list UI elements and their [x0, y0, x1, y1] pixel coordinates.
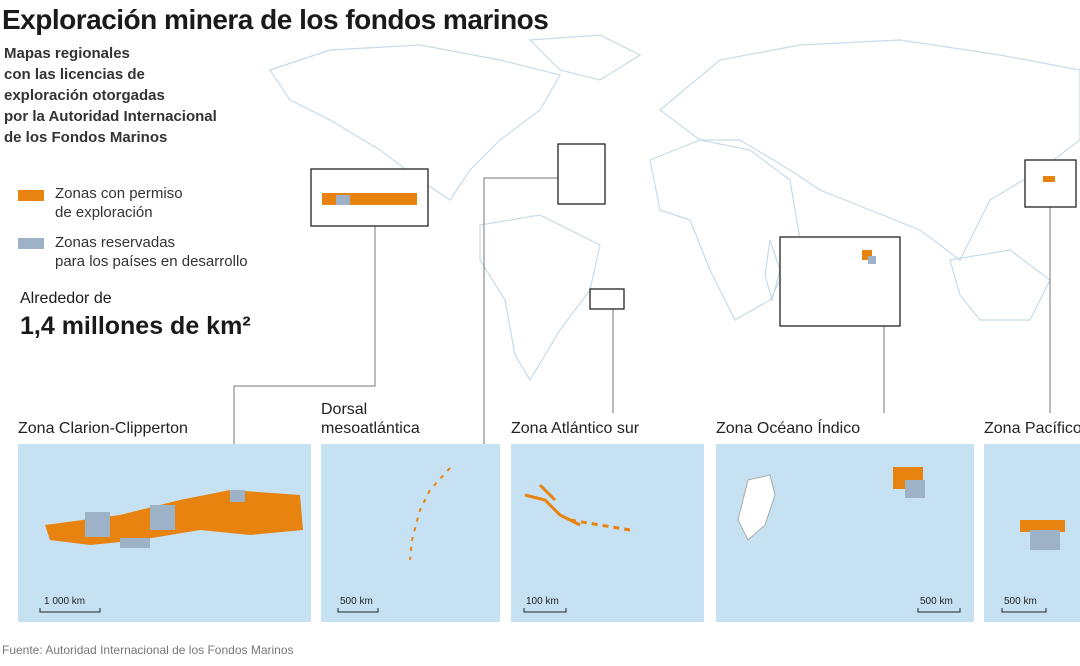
subtitle-line: exploración otorgadas — [4, 87, 165, 104]
subtitle-line: con las licencias de — [4, 66, 145, 83]
panel-name: Zona Atlántico sur — [511, 420, 640, 437]
total-lead: Alrededor de — [20, 290, 112, 307]
subtitle-line: de los Fondos Marinos — [4, 129, 168, 146]
panel-name: Zona Pacífico — [984, 420, 1080, 437]
panel-name: Zona Clarion-Clipperton — [18, 420, 188, 437]
legend-label: Zonas con permiso — [55, 185, 183, 202]
world-map — [269, 34, 1080, 382]
leader-lines — [233, 177, 1051, 444]
legend-swatch — [18, 190, 44, 201]
legend-swatch — [18, 238, 44, 249]
subtitle-line: Mapas regionales — [4, 45, 130, 62]
total-value: 1,4 millones de km² — [20, 312, 251, 340]
scale-bars — [39, 608, 1047, 613]
subtitle-line: por la Autoridad Internacional — [4, 108, 217, 125]
inset-zones — [322, 176, 1055, 264]
panel-name: mesoatlántica — [321, 420, 420, 437]
source: Fuente: Autoridad Internacional de los F… — [2, 643, 294, 657]
panel-zones — [45, 467, 1065, 561]
legend-label: de exploración — [55, 204, 153, 221]
legend-label: Zonas reservadas — [55, 234, 176, 251]
scale-label: 500 km — [1004, 596, 1037, 607]
scale-label: 100 km — [526, 596, 559, 607]
scale-label: 500 km — [920, 596, 953, 607]
panel-name: Zona Océano Índico — [716, 420, 861, 437]
legend-label: para los países en desarrollo — [55, 253, 248, 270]
scale-label: 500 km — [340, 596, 373, 607]
title: Exploración minera de los fondos marinos — [2, 4, 549, 35]
inset-boxes — [310, 143, 1077, 327]
panel-name: Dorsal — [321, 401, 368, 418]
scale-label: 1 000 km — [44, 596, 86, 607]
